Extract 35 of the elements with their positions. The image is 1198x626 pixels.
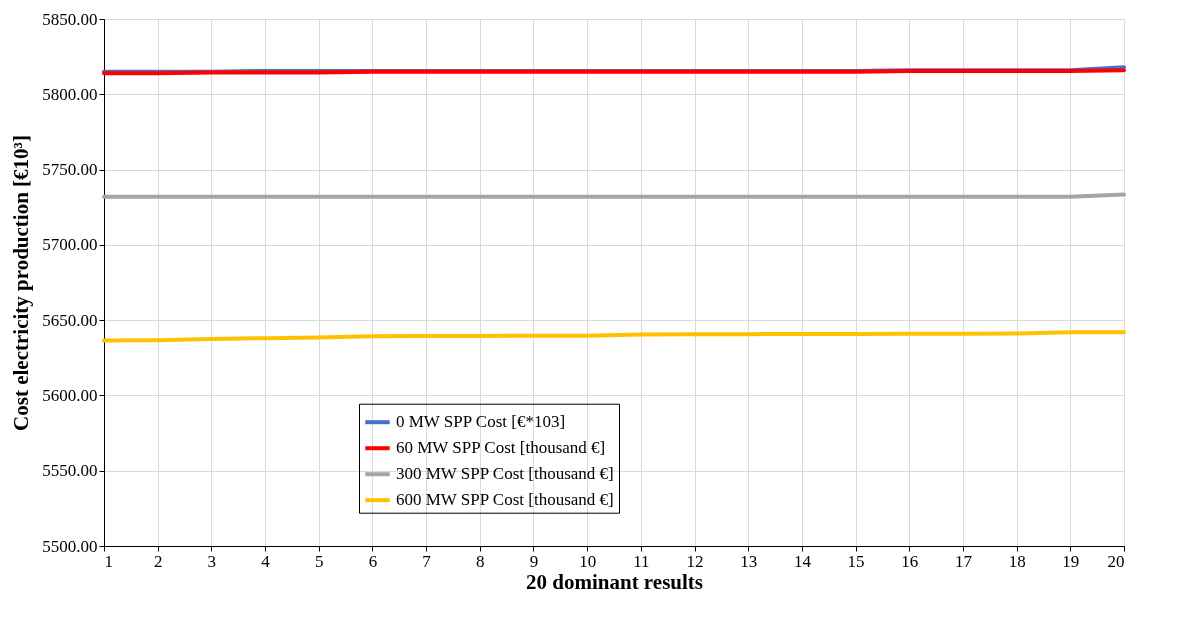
x-tick-label: 12 (686, 551, 704, 571)
legend-label: 600 MW SPP Cost [thousand €] (396, 490, 614, 510)
x-tick-label: 1 (104, 551, 113, 571)
y-tick-label: 5750.00 (42, 160, 98, 180)
y-tick-label: 5550.00 (42, 461, 98, 481)
legend-label: 60 MW SPP Cost [thousand €] (396, 438, 606, 458)
y-tick-label: 5700.00 (42, 235, 98, 255)
x-tick-label: 20 (1107, 551, 1125, 571)
y-axis-title: Cost electricity production [€10³] (9, 135, 34, 431)
x-tick-label: 17 (954, 551, 973, 571)
legend-label: 300 MW SPP Cost [thousand €] (396, 464, 614, 484)
x-tick-label: 8 (476, 551, 485, 571)
y-tick-label: 5650.00 (42, 310, 98, 330)
x-tick-label: 11 (633, 551, 650, 571)
x-tick-label: 6 (368, 551, 378, 571)
x-tick-label: 14 (793, 551, 812, 571)
x-tick-label: 19 (1062, 551, 1080, 571)
x-tick-label: 15 (847, 551, 865, 571)
x-axis-title: 20 dominant results (526, 569, 703, 594)
y-tick-label: 5850.00 (42, 9, 98, 29)
y-tick-label: 5600.00 (42, 385, 98, 405)
legend-label: 0 MW SPP Cost [€*103] (396, 412, 566, 432)
y-tick-label: 5800.00 (42, 84, 98, 104)
x-tick-label: 10 (579, 551, 597, 571)
x-tick-label: 16 (901, 551, 919, 571)
x-tick-label: 4 (261, 551, 271, 571)
x-tick-label: 18 (1008, 551, 1026, 571)
y-tick-label: 5500.00 (42, 536, 98, 556)
x-tick-label: 2 (153, 551, 163, 571)
x-tick-label: 3 (207, 551, 217, 571)
x-tick-label: 9 (529, 551, 539, 571)
x-tick-label: 7 (422, 551, 432, 571)
line-series (102, 330, 1126, 343)
x-tick-label: 13 (740, 551, 758, 571)
x-tick-label: 5 (314, 551, 324, 571)
